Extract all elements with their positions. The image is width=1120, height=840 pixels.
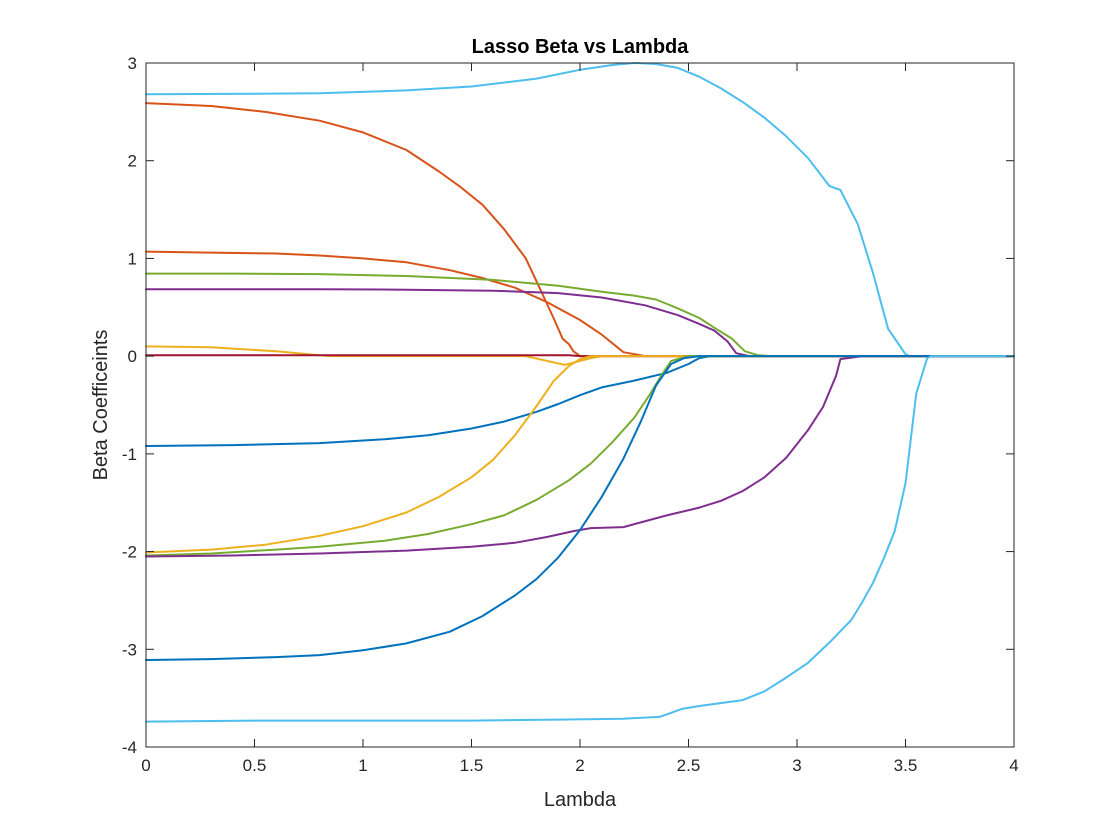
plot-area (146, 63, 1014, 747)
series-line-8 (145, 355, 1015, 447)
chart-title: Lasso Beta vs Lambda (472, 36, 690, 58)
series-line-1 (145, 62, 1015, 358)
x-tick-label: 3 (792, 756, 801, 775)
y-tick-label: 1 (128, 249, 137, 268)
series-line-3 (145, 250, 1015, 358)
y-tick-label: 0 (128, 347, 137, 366)
y-tick-label: -1 (122, 445, 137, 464)
series-line-13 (145, 355, 1015, 723)
y-tick-label: -2 (122, 543, 137, 562)
y-tick-label: -4 (122, 738, 137, 757)
series-line-2 (145, 102, 1015, 358)
x-tick-label: 0 (141, 756, 150, 775)
series-line-11 (145, 355, 1015, 558)
series-line-5 (145, 288, 1015, 358)
x-tick-label: 4 (1009, 756, 1018, 775)
x-tick-label: 0.5 (243, 756, 267, 775)
y-tick-label: 3 (128, 54, 137, 73)
x-axis-label: Lambda (544, 789, 617, 811)
y-axis-label: Beta Coefficeints (90, 330, 112, 481)
series-line-4 (145, 272, 1015, 358)
x-tick-label: 1.5 (460, 756, 484, 775)
y-tick-label: -3 (122, 640, 137, 659)
series-line-9 (145, 355, 1015, 554)
x-tick-label: 3.5 (894, 756, 918, 775)
series-line-6 (145, 345, 1015, 366)
series-layer (145, 62, 1015, 723)
ticks-layer: 0 0.5 1 1.5 2 2.5 3 3.5 4 -4 -3 -2 -1 0 1 2 3 (122, 54, 1019, 775)
series-line-10 (145, 355, 1015, 557)
series-line-12 (145, 355, 1015, 661)
x-tick-label: 2.5 (677, 756, 701, 775)
x-tick-label: 1 (358, 756, 367, 775)
x-tick-label: 2 (575, 756, 584, 775)
y-tick-label: 2 (128, 152, 137, 171)
